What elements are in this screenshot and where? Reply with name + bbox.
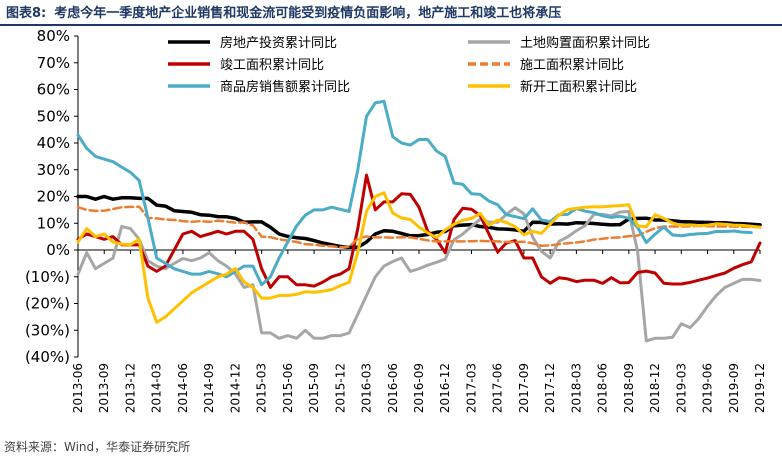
series-line [76, 206, 762, 343]
x-tick-label: 2019-06 [701, 363, 715, 413]
x-tick-label: 2013-06 [71, 363, 85, 413]
y-tick-label: (10%) [25, 268, 70, 286]
legend-label: 土地购置面积累计同比 [520, 35, 650, 51]
x-tick-label: 2016-06 [386, 363, 400, 413]
figure-title-text: 考虑今年一季度地产企业销售和现金流可能受到疫情负面影响，地产施工和竣工也将承压 [54, 6, 562, 21]
x-tick-label: 2015-06 [281, 363, 295, 413]
x-tick-label: 2018-06 [596, 363, 610, 413]
legend-label: 施工面积累计同比 [520, 58, 624, 73]
x-tick-label: 2019-03 [674, 363, 688, 413]
x-tick-label: 2019-09 [727, 363, 741, 413]
figure-label: 图表8: [6, 6, 47, 21]
x-tick-label: 2017-06 [491, 363, 505, 413]
y-tick-label: 40% [37, 134, 70, 152]
source-note: 资料来源：Wind，华泰证券研究所 [4, 440, 191, 454]
x-tick-label: 2017-12 [543, 363, 557, 413]
x-tick-label: 2013-12 [123, 363, 137, 413]
y-tick-label: 10% [37, 214, 70, 232]
x-tick-label: 2019-12 [753, 363, 767, 413]
x-tick-label: 2014-09 [202, 363, 216, 413]
y-tick-label: 30% [37, 161, 70, 179]
y-tick-label: 20% [37, 188, 70, 206]
y-tick-label: (30%) [25, 321, 70, 339]
x-tick-label: 2014-06 [176, 363, 190, 413]
y-tick-label: (20%) [25, 295, 70, 313]
figure-title: 图表8: 考虑今年一季度地产企业销售和现金流可能受到疫情负面影响，地产施工和竣工也… [6, 2, 561, 21]
x-tick-label: 2014-03 [150, 363, 164, 413]
x-tick-label: 2017-03 [464, 363, 478, 413]
series-line [76, 191, 762, 324]
series-line [76, 194, 762, 250]
legend-label: 竣工面积累计同比 [220, 58, 324, 73]
y-tick-label: 50% [37, 107, 70, 125]
y-tick-label: 0% [46, 241, 70, 259]
legend-label: 房地产投资累计同比 [220, 35, 337, 51]
x-tick-label: 2018-09 [622, 363, 636, 413]
x-tick-label: 2016-03 [360, 363, 374, 413]
legend-label: 新开工面积累计同比 [520, 79, 637, 95]
x-tick-label: 2018-12 [648, 363, 662, 413]
line-chart: 80% 70% 60% 50% 40% 30% 20% 10% 0% (10%) (20%) (30%… [25, 27, 767, 413]
x-tick-label: 2017-09 [517, 363, 531, 413]
y-tick-label: (40%) [25, 348, 70, 366]
x-tick-label: 2016-12 [438, 363, 452, 413]
legend-label: 商品房销售额累计同比 [220, 79, 350, 95]
y-tick-label: 70% [37, 54, 70, 72]
series-line [76, 173, 762, 289]
x-tick-label: 2018-03 [569, 363, 583, 413]
series-line [76, 99, 753, 287]
y-tick-label: 80% [37, 27, 70, 45]
x-tick-label: 2015-12 [333, 363, 347, 413]
x-tick-label: 2014-12 [228, 363, 242, 413]
series-line [76, 205, 762, 249]
title-rule [0, 24, 782, 26]
x-tick-label: 2013-09 [97, 363, 111, 413]
x-tick-label: 2015-03 [255, 363, 269, 413]
y-tick-label: 60% [37, 81, 70, 99]
x-tick-label: 2016-09 [412, 363, 426, 413]
x-tick-label: 2015-09 [307, 363, 321, 413]
